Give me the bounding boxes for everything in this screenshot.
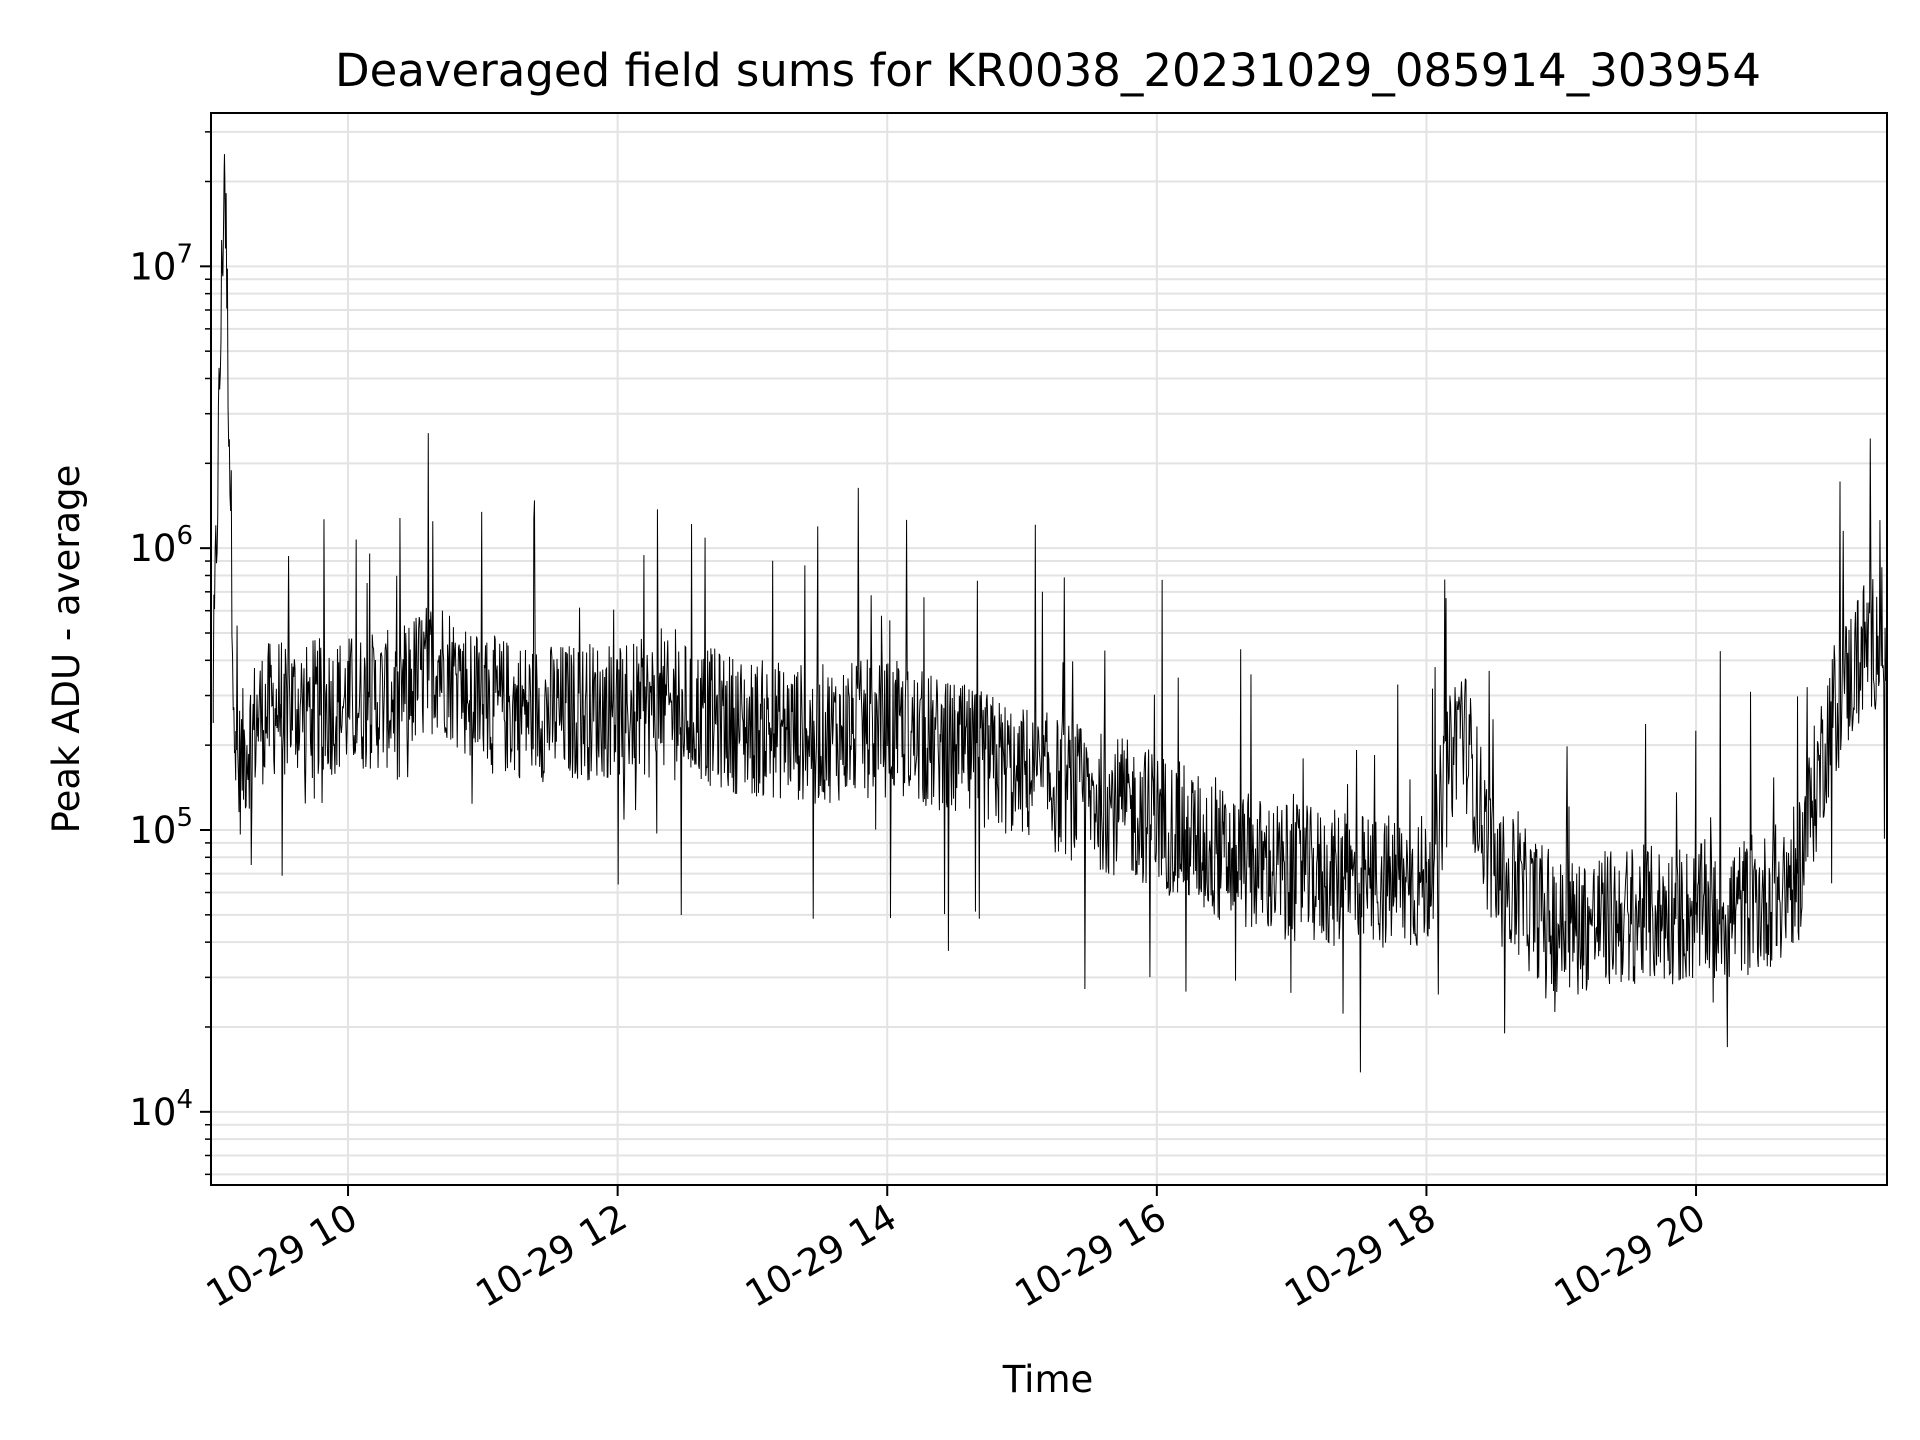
y-tick-label: 104 [129, 1085, 193, 1134]
y-axis-label: Peak ADU - average [45, 465, 88, 834]
chart-title: Deaveraged field sums for KR0038_2023102… [335, 44, 1761, 97]
plot-frame [210, 112, 1888, 1186]
x-axis-label: Time [1002, 1358, 1094, 1401]
data-series [212, 154, 1887, 1073]
series-line [212, 154, 1887, 1073]
y-axis: 104 105 106 107 [129, 131, 211, 1176]
y-tick-label: 106 [129, 521, 193, 570]
y-tick-label: 105 [129, 803, 193, 852]
y-tick-label: 107 [129, 239, 193, 288]
major-gridlines [211, 113, 1887, 1185]
